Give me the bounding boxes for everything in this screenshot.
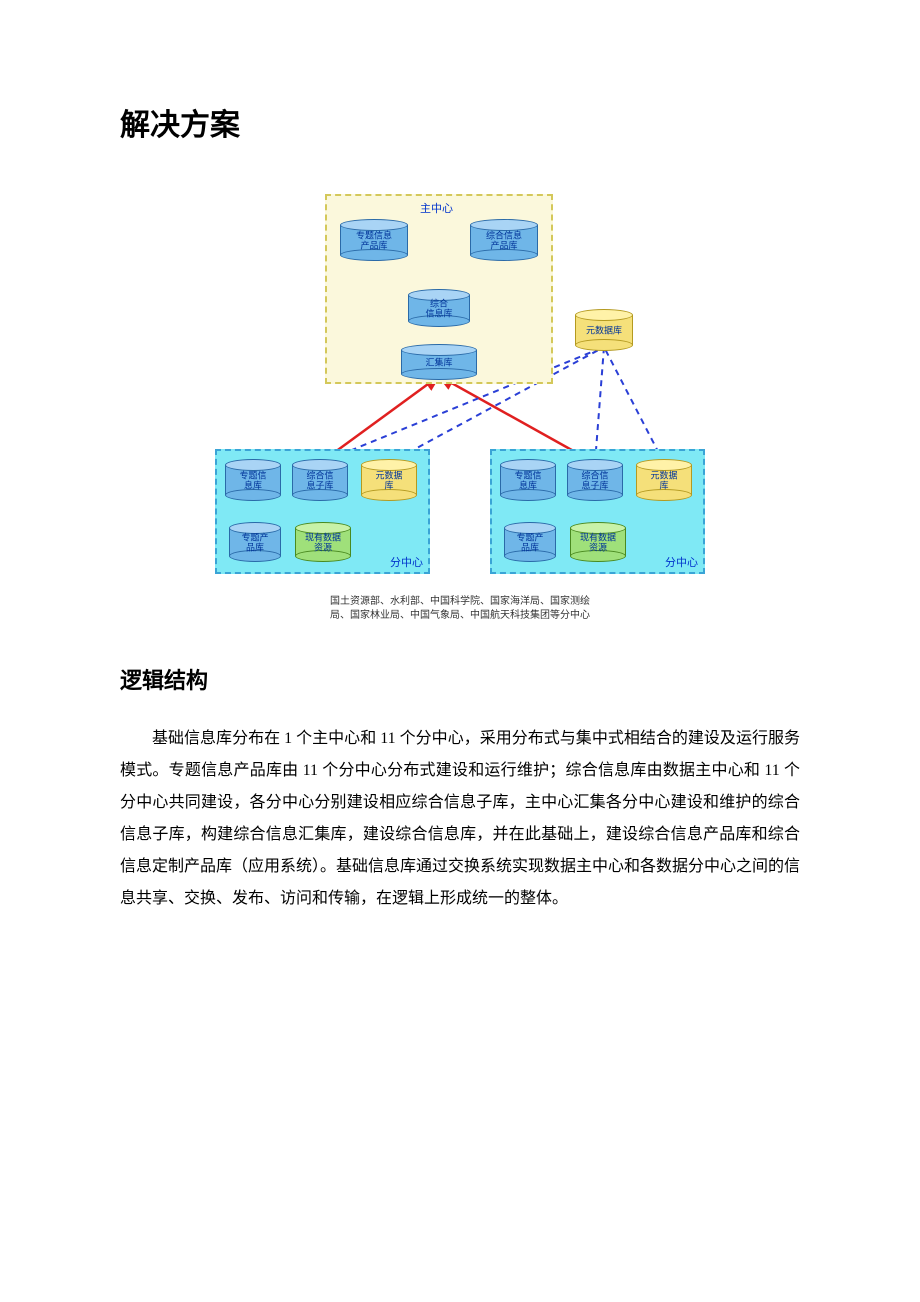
db-label: 综合信息库 bbox=[408, 299, 470, 320]
panel-label: 分中心 bbox=[390, 554, 423, 570]
edge bbox=[604, 347, 664, 463]
db-s2_prod: 专题产品库 bbox=[504, 522, 556, 562]
db-m_topic: 专题信息产品库 bbox=[340, 219, 408, 261]
caption-line-1: 国土资源部、水利部、中国科学院、国家海洋局、国家测绘 bbox=[330, 596, 590, 607]
db-s2_topic: 专题信息库 bbox=[500, 459, 556, 501]
diagram-caption: 国土资源部、水利部、中国科学院、国家海洋局、国家测绘 局、国家林业局、中国气象局… bbox=[215, 595, 705, 623]
db-label: 综合信息产品库 bbox=[470, 231, 538, 252]
db-m_coll: 汇集库 bbox=[401, 344, 477, 380]
db-s2_res: 现有数据资源 bbox=[570, 522, 626, 562]
db-label: 现有数据资源 bbox=[570, 533, 626, 554]
db-label: 综合信息子库 bbox=[292, 471, 348, 492]
db-s2_comp: 综合信息子库 bbox=[567, 459, 623, 501]
db-s1_prod: 专题产品库 bbox=[229, 522, 281, 562]
db-label: 专题信息库 bbox=[500, 471, 556, 492]
panel-label: 分中心 bbox=[665, 554, 698, 570]
db-s1_meta: 元数据库 bbox=[361, 459, 417, 501]
db-label: 元数据库 bbox=[575, 325, 633, 335]
db-label: 汇集库 bbox=[401, 357, 477, 367]
body-paragraph: 基础信息库分布在 1 个主中心和 11 个分中心，采用分布式与集中式相结合的建设… bbox=[120, 723, 800, 915]
section-title: 逻辑结构 bbox=[120, 663, 800, 695]
db-m_comp: 综合信息库 bbox=[408, 289, 470, 327]
db-label: 元数据库 bbox=[636, 471, 692, 492]
db-label: 专题信息产品库 bbox=[340, 231, 408, 252]
db-s1_res: 现有数据资源 bbox=[295, 522, 351, 562]
db-s1_topic: 专题信息库 bbox=[225, 459, 281, 501]
diagram-container: 主中心分中心分中心专题信息产品库综合信息产品库综合信息库汇集库元数据库专题信息库… bbox=[215, 194, 705, 623]
edge bbox=[595, 347, 604, 463]
db-s2_meta: 元数据库 bbox=[636, 459, 692, 501]
db-label: 专题产品库 bbox=[504, 533, 556, 554]
db-m_prod: 综合信息产品库 bbox=[470, 219, 538, 261]
page: 解决方案 主中心分中心分中心专题信息产品库综合信息产品库综合信息库汇集库元数据库… bbox=[0, 0, 920, 1302]
db-s1_comp: 综合信息子库 bbox=[292, 459, 348, 501]
db-label: 综合信息子库 bbox=[567, 471, 623, 492]
db-label: 现有数据资源 bbox=[295, 533, 351, 554]
db-label: 专题信息库 bbox=[225, 471, 281, 492]
caption-line-2: 局、国家林业局、中国气象局、中国航天科技集团等分中心 bbox=[330, 610, 590, 621]
db-label: 专题产品库 bbox=[229, 533, 281, 554]
panel-label: 主中心 bbox=[420, 200, 453, 216]
architecture-diagram: 主中心分中心分中心专题信息产品库综合信息产品库综合信息库汇集库元数据库专题信息库… bbox=[215, 194, 705, 589]
page-title: 解决方案 bbox=[120, 100, 800, 144]
db-label: 元数据库 bbox=[361, 471, 417, 492]
db-m_meta: 元数据库 bbox=[575, 309, 633, 351]
